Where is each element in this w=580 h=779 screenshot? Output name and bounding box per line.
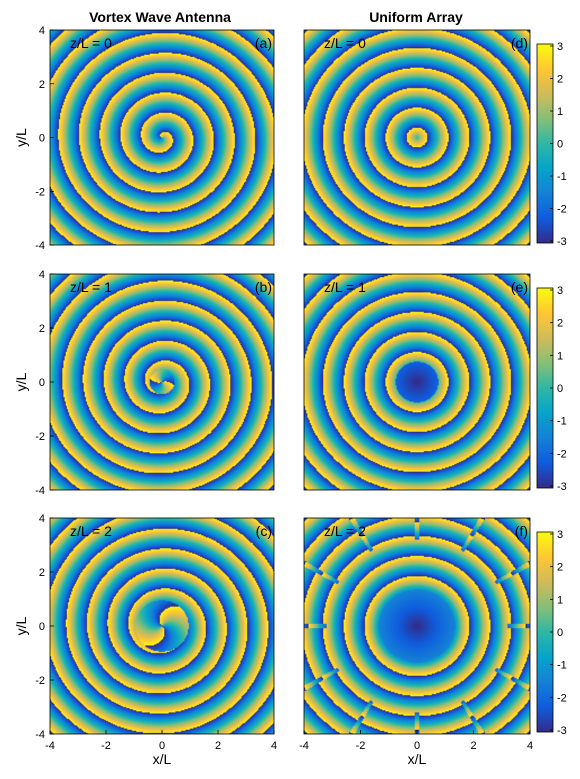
x-tick-label: 0 (159, 740, 165, 752)
colorbar-tick-label: -1 (557, 416, 567, 428)
x-tick-label: 2 (470, 740, 476, 752)
x-tick-label: -4 (299, 740, 309, 752)
x-tick-label: 4 (527, 740, 533, 752)
phase-panel: z/L = 0 (d) 3 2 1 0 -1 -2 -3 (303, 29, 567, 248)
y-tick-label: -4 (35, 729, 45, 741)
depth-annotation: z/L = 1 (324, 279, 366, 295)
colorbar-tick-label: 3 (557, 529, 563, 541)
y-tick-label: 0 (39, 377, 45, 389)
colorbar-tick-label: 3 (557, 285, 563, 297)
colorbar-tick-label: 3 (557, 41, 563, 53)
y-tick-label: 4 (39, 25, 45, 37)
phase-panel: z/L = 0 (a) 4 2 0 -2 -4 y/L (13, 25, 275, 252)
plot-frame (303, 29, 531, 246)
colorbar-tick-label: -3 (557, 725, 567, 737)
panel-label: (c) (256, 523, 272, 539)
y-tick-label: 0 (39, 133, 45, 145)
column-title-uniform: Uniform Array (369, 9, 463, 25)
depth-annotation: z/L = 1 (70, 279, 112, 295)
colorbar-tick-label: 0 (557, 139, 563, 151)
y-tick-label: -2 (35, 431, 45, 443)
phase-map (50, 30, 274, 245)
phase-panel: z/L = 2 (f) -4 -2 0 2 4 x/L 3 2 1 0 -1 -2 -3 (299, 517, 567, 767)
phase-map (304, 518, 530, 734)
colorbar-tick-label: -2 (557, 204, 567, 216)
y-tick-label: -4 (35, 485, 45, 497)
phase-map (304, 30, 530, 245)
colorbar-tick-label: -3 (557, 236, 567, 248)
colorbar-tick-label: -1 (557, 171, 567, 183)
panel-label: (b) (255, 279, 272, 295)
plot-frame (303, 273, 531, 491)
colorbar-tick-label: 2 (557, 562, 563, 574)
colorbar-tick-label: 0 (557, 627, 563, 639)
colorbar-tick-label: 1 (557, 350, 563, 362)
column-title-vortex: Vortex Wave Antenna (89, 9, 231, 25)
colorbar-tick-label: 0 (557, 383, 563, 395)
panel-label: (f) (515, 523, 528, 539)
colorbar-tick-label: 1 (557, 594, 563, 606)
y-tick-label: 4 (39, 513, 45, 525)
y-axis-label: y/L (13, 128, 29, 147)
colorbar-tick-label: -1 (557, 660, 567, 672)
phase-panel: z/L = 2 (c) 4 2 0 -2 -4-4 -2 0 2 4 y/L x/L (13, 513, 277, 767)
y-tick-label: 2 (39, 79, 45, 91)
colorbar-tick-label: -2 (557, 692, 567, 704)
colorbar-tick-label: -3 (557, 481, 567, 493)
x-tick-label: 2 (215, 740, 221, 752)
panel-label: (d) (511, 35, 528, 51)
depth-annotation: z/L = 2 (70, 523, 112, 539)
y-tick-label: 4 (39, 269, 45, 281)
panel-grid: z/L = 0 (a) 4 2 0 -2 -4 y/L z/L = 0 (d) 3 2 1 0 -1 -2 -3… (13, 25, 567, 767)
y-tick-label: -4 (35, 240, 45, 252)
y-tick-label: -2 (35, 675, 45, 687)
x-axis-label: x/L (408, 751, 427, 767)
phase-map (50, 518, 274, 734)
colorbar: 3 2 1 0 -1 -2 -3 (536, 41, 567, 248)
colorbar: 3 2 1 0 -1 -2 -3 (536, 285, 567, 493)
x-tick-label: 0 (414, 740, 420, 752)
x-tick-label: 4 (271, 740, 277, 752)
colorbar-tick-label: 2 (557, 318, 563, 330)
phase-map (304, 274, 530, 490)
y-axis-label: y/L (13, 372, 29, 391)
phase-panel: z/L = 1 (b) 4 2 0 -2 -4 y/L (13, 269, 275, 497)
x-tick-label: -2 (101, 740, 111, 752)
y-tick-label: -2 (35, 186, 45, 198)
colorbar: 3 2 1 0 -1 -2 -3 (536, 529, 567, 737)
x-tick-label: -2 (356, 740, 366, 752)
depth-annotation: z/L = 2 (324, 523, 366, 539)
panel-label: (e) (511, 279, 528, 295)
panel-label: (a) (255, 35, 272, 51)
depth-annotation: z/L = 0 (324, 35, 366, 51)
y-axis-label: y/L (13, 616, 29, 635)
y-tick-label: 2 (39, 567, 45, 579)
y-tick-label: 2 (39, 323, 45, 335)
y-tick-label: 0 (39, 621, 45, 633)
phase-map (50, 274, 274, 490)
x-axis-label: x/L (153, 751, 172, 767)
colorbar-tick-label: 1 (557, 106, 563, 118)
x-tick-label: -4 (45, 740, 55, 752)
colorbar-tick-label: -2 (557, 448, 567, 460)
phase-panel: z/L = 1 (e) 3 2 1 0 -1 -2 -3 (303, 273, 567, 493)
colorbar-tick-label: 2 (557, 74, 563, 86)
depth-annotation: z/L = 0 (70, 35, 112, 51)
